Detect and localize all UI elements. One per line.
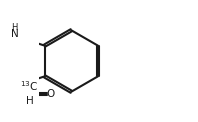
Text: N: N [11,29,19,39]
Text: $^{13}$C: $^{13}$C [20,79,39,92]
Text: O: O [46,89,54,99]
Text: H: H [26,96,33,106]
Text: H: H [11,23,18,32]
